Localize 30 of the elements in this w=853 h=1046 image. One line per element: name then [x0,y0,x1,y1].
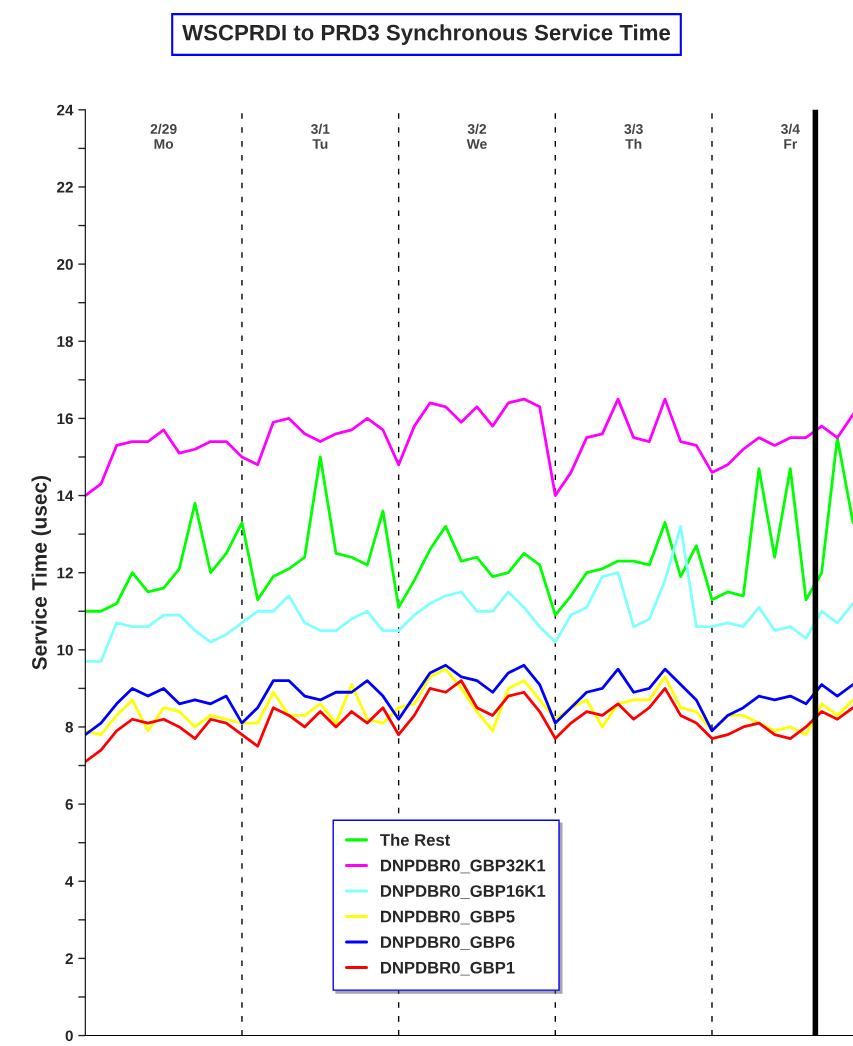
annotation: 3/1 Tu [310,123,330,149]
chart-title: WSCPRDI to PRD3 Synchronous Service Time [182,24,671,45]
y-tick-label: 6 [65,798,73,810]
line-series [85,679,853,764]
line-series [85,436,853,617]
legend-label: DNPDBR0_GBP32K1 [381,859,546,874]
legend-label: DNPDBR0_GBP1 [381,961,515,976]
annotation: 3/4 Fr [781,123,800,149]
y-axis-title: Service Time (usec) [31,476,51,670]
annotation: 3/3 Th [624,123,643,149]
y-tick-label: 12 [57,567,73,579]
y-tick-label: 14 [57,490,74,502]
y-tick-label: 0 [65,1030,73,1042]
y-tick-label: 8 [65,721,74,733]
annotation: 2/29 Mo [150,123,177,149]
y-tick-label: 10 [57,644,73,656]
line-series [85,525,853,663]
y-tick-label: 22 [57,181,73,193]
legend-label: DNPDBR0_GBP5 [381,910,515,925]
legend-label: DNPDBR0_GBP6 [381,936,515,950]
legend-label: The Rest [380,833,451,846]
y-tick-label: 18 [57,336,74,347]
annotation: 3/2 We [466,123,487,149]
legend-label: DNPDBR0_GBP16K1 [381,885,546,899]
y-tick-label: 24 [57,104,74,116]
y-tick-label: 2 [65,953,73,964]
line-series [85,397,853,497]
y-tick-label: 4 [65,876,74,887]
y-tick-label: 16 [57,413,73,425]
y-tick-label: 20 [57,258,73,270]
